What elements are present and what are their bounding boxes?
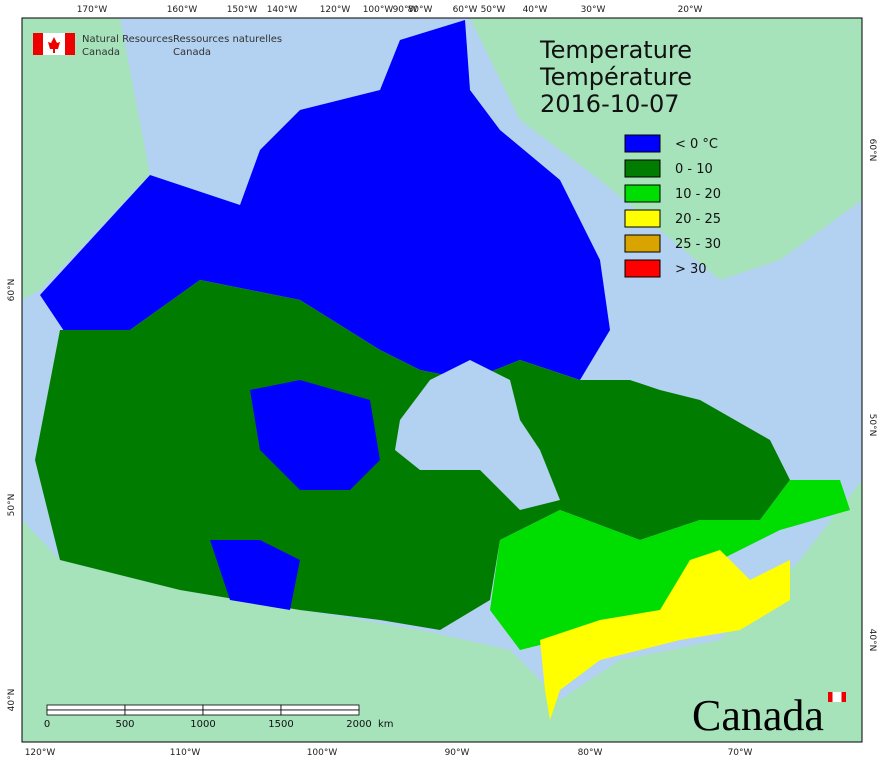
graticule-label: 100°W	[363, 5, 394, 15]
zone-below-0	[40, 20, 610, 380]
flag-bar	[65, 33, 75, 55]
graticule-label: 120°W	[320, 5, 351, 15]
graticule-label: 120°W	[25, 748, 56, 758]
zone-below-0	[210, 540, 300, 610]
scale-label: 1500	[268, 719, 293, 730]
graticule-label: 160°W	[167, 5, 198, 15]
graticule-label: 170°W	[77, 5, 108, 15]
wordmark-flag-center	[832, 692, 842, 702]
title: 2016-10-07	[540, 90, 679, 118]
agency-en: Natural Resources	[82, 34, 173, 45]
maple-leaf	[48, 37, 60, 53]
graticule-label: 80°W	[578, 748, 603, 758]
graticule-label: 40°W	[523, 5, 548, 15]
scale-segment	[124, 709, 204, 716]
graticule-label: 40°N	[7, 689, 17, 712]
scale-unit: km	[378, 719, 394, 730]
legend-swatch	[624, 209, 661, 228]
graticule-label: 90°W	[445, 748, 470, 758]
graticule-label: 60°W	[453, 5, 478, 15]
graticule-label: 80°W	[408, 5, 433, 15]
legend-swatch	[624, 134, 661, 153]
scale-segment	[124, 704, 204, 711]
agency-fr: Ressources naturelles	[173, 34, 282, 45]
graticule-label: 70°W	[728, 748, 753, 758]
flag	[33, 33, 75, 55]
scale-segment	[46, 709, 126, 716]
scale-segment	[280, 709, 360, 716]
title: Température	[539, 63, 692, 91]
flag-bar	[33, 33, 43, 55]
graticule-label: 20°W	[678, 5, 703, 15]
legend-swatch	[624, 159, 661, 178]
scale-label: 1000	[190, 719, 215, 730]
graticule-label: 60°N	[7, 279, 17, 302]
legend-label: 20 - 25	[675, 212, 721, 227]
scale-label: 500	[115, 719, 134, 730]
scale-label: 2000	[346, 719, 371, 730]
agency-fr: Canada	[173, 47, 211, 58]
legend-label: < 0 °C	[675, 137, 718, 152]
land-other	[22, 18, 862, 742]
graticule-label: 50°N	[867, 414, 877, 437]
legend-label: 0 - 10	[675, 162, 713, 177]
zone-20-25	[540, 550, 790, 720]
legend-label: 10 - 20	[675, 187, 721, 202]
graticule-label: 40°N	[867, 629, 877, 652]
zone-10-20	[490, 480, 850, 650]
hudson-bay	[395, 360, 560, 510]
legend-swatch	[624, 234, 661, 253]
legend-swatch	[624, 259, 661, 278]
scale-segment	[46, 704, 126, 711]
alaska	[22, 18, 150, 300]
graticule-label: 100°W	[307, 748, 338, 758]
legend-label: 25 - 30	[675, 237, 721, 252]
graticule-label: 110°W	[170, 748, 201, 758]
greenland	[470, 18, 862, 280]
agency-en: Canada	[82, 47, 120, 58]
scale-segment	[280, 704, 360, 711]
map-frame	[21, 17, 863, 743]
scale-label: 0	[44, 719, 50, 730]
wordmark: Canada	[692, 691, 824, 740]
graticule-label: 150°W	[227, 5, 258, 15]
graticule-label: 90°W	[393, 5, 418, 15]
graticule-label: 140°W	[267, 5, 298, 15]
graticule-label: 50°N	[7, 494, 17, 517]
temperature-zones	[35, 20, 850, 720]
title: Temperature	[539, 36, 692, 64]
usa	[22, 480, 862, 742]
legend-label: > 30	[675, 262, 707, 277]
scale-segment	[202, 709, 282, 716]
graticule-label: 60°N	[867, 139, 877, 162]
scale-segment	[202, 704, 282, 711]
zone-below-0	[250, 380, 380, 490]
graticule-label: 30°W	[581, 5, 606, 15]
legend-swatch	[624, 184, 661, 203]
graticule-label: 50°W	[481, 5, 506, 15]
